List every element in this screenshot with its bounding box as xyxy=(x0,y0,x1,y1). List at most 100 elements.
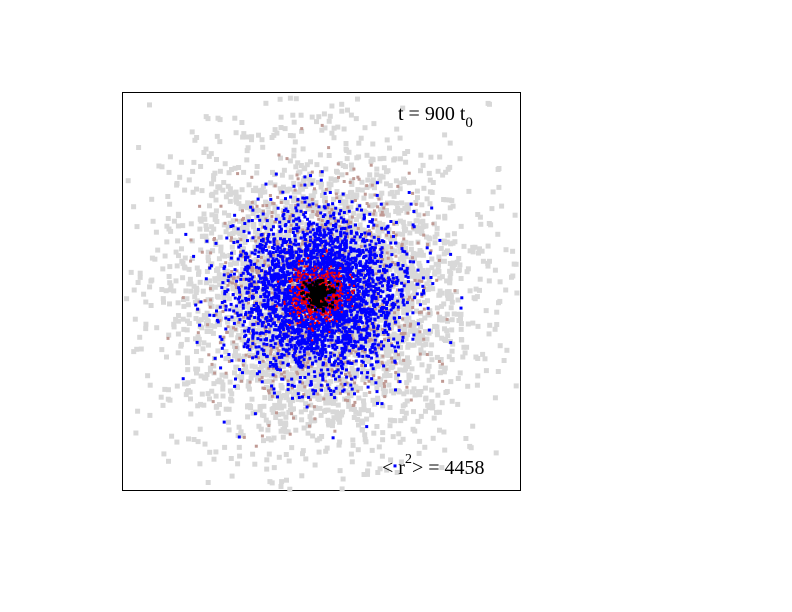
gray-site xyxy=(256,423,262,429)
brown-site xyxy=(374,218,378,222)
gray-site xyxy=(268,396,273,401)
blue-site xyxy=(329,389,332,393)
gray-site xyxy=(153,229,159,235)
gray-site xyxy=(423,341,429,347)
brown-site xyxy=(425,353,429,356)
gray-site xyxy=(192,137,198,143)
brown-site xyxy=(322,397,326,401)
brown-site xyxy=(279,190,283,194)
brown-site xyxy=(282,370,286,374)
gray-site xyxy=(181,303,187,309)
gray-site xyxy=(443,338,448,343)
gray-site xyxy=(248,329,254,335)
gray-site xyxy=(221,180,227,185)
gray-site xyxy=(417,392,423,398)
gray-site xyxy=(310,352,316,358)
gray-site xyxy=(390,348,395,354)
brown-site xyxy=(376,205,380,209)
gray-site xyxy=(174,383,180,389)
gray-site xyxy=(239,317,245,323)
gray-site xyxy=(348,242,354,248)
brown-site xyxy=(383,263,387,267)
gray-site xyxy=(137,334,143,340)
brown-site xyxy=(420,294,424,298)
gray-site xyxy=(464,269,470,275)
gray-site xyxy=(223,373,229,379)
gray-site xyxy=(209,212,215,218)
gray-site xyxy=(326,400,332,406)
blue-site xyxy=(327,231,331,235)
gray-site xyxy=(420,224,426,229)
gray-site xyxy=(365,177,371,183)
brown-site xyxy=(338,224,342,228)
brown-site xyxy=(385,277,389,281)
gray-site xyxy=(340,213,345,219)
gray-site xyxy=(204,226,209,232)
gray-site xyxy=(234,356,240,362)
brown-site xyxy=(320,243,324,247)
gray-site xyxy=(191,437,197,442)
gray-site xyxy=(167,154,173,160)
gray-site xyxy=(208,368,213,374)
gray-site xyxy=(228,281,234,287)
gray-site xyxy=(390,356,396,361)
brown-site xyxy=(329,222,333,226)
gray-site xyxy=(418,324,423,330)
gray-site xyxy=(264,457,270,463)
gray-site xyxy=(486,331,492,337)
gray-site xyxy=(283,414,289,420)
brown-site xyxy=(271,379,275,383)
gray-site xyxy=(243,364,249,370)
gray-site xyxy=(166,332,172,338)
gray-site xyxy=(162,386,168,392)
gray-site xyxy=(337,419,343,425)
gray-site xyxy=(394,375,400,381)
gray-site xyxy=(326,421,331,426)
brown-site xyxy=(232,326,235,330)
gray-site xyxy=(186,436,191,442)
brown-site xyxy=(285,157,289,161)
blue-site xyxy=(238,244,242,247)
gray-site xyxy=(439,400,445,406)
gray-site xyxy=(455,376,461,381)
gray-site xyxy=(367,172,373,178)
gray-site xyxy=(446,289,452,295)
gray-site xyxy=(322,195,328,201)
gray-site xyxy=(290,358,296,364)
gray-site xyxy=(432,271,438,277)
gray-site xyxy=(289,445,295,451)
blue-site xyxy=(315,243,319,247)
brown-site xyxy=(251,266,255,270)
brown-site xyxy=(394,254,398,258)
gray-site xyxy=(200,346,206,352)
brown-site xyxy=(345,229,349,233)
gray-site xyxy=(366,461,372,467)
blue-site xyxy=(354,266,358,270)
gray-site xyxy=(303,381,309,387)
gray-site xyxy=(417,263,423,269)
gray-site xyxy=(416,212,422,218)
brown-site xyxy=(224,371,228,375)
brown-site xyxy=(396,184,400,188)
blue-site xyxy=(233,213,237,217)
blue-site xyxy=(262,283,265,287)
brown-site xyxy=(269,352,272,356)
brown-site xyxy=(396,288,399,292)
gray-site xyxy=(234,364,240,370)
brown-site xyxy=(307,240,311,244)
gray-site xyxy=(380,430,386,436)
brown-site xyxy=(242,315,246,319)
brown-site xyxy=(269,349,273,353)
brown-site xyxy=(326,240,330,244)
blue-site xyxy=(215,309,218,313)
gray-site xyxy=(274,232,280,238)
gray-site xyxy=(313,383,319,389)
gray-site xyxy=(397,304,403,310)
brown-site xyxy=(303,355,307,359)
gray-site xyxy=(410,325,416,331)
gray-site xyxy=(281,348,286,354)
gray-site xyxy=(314,224,320,230)
gray-site xyxy=(175,238,181,244)
gray-site xyxy=(422,315,428,321)
